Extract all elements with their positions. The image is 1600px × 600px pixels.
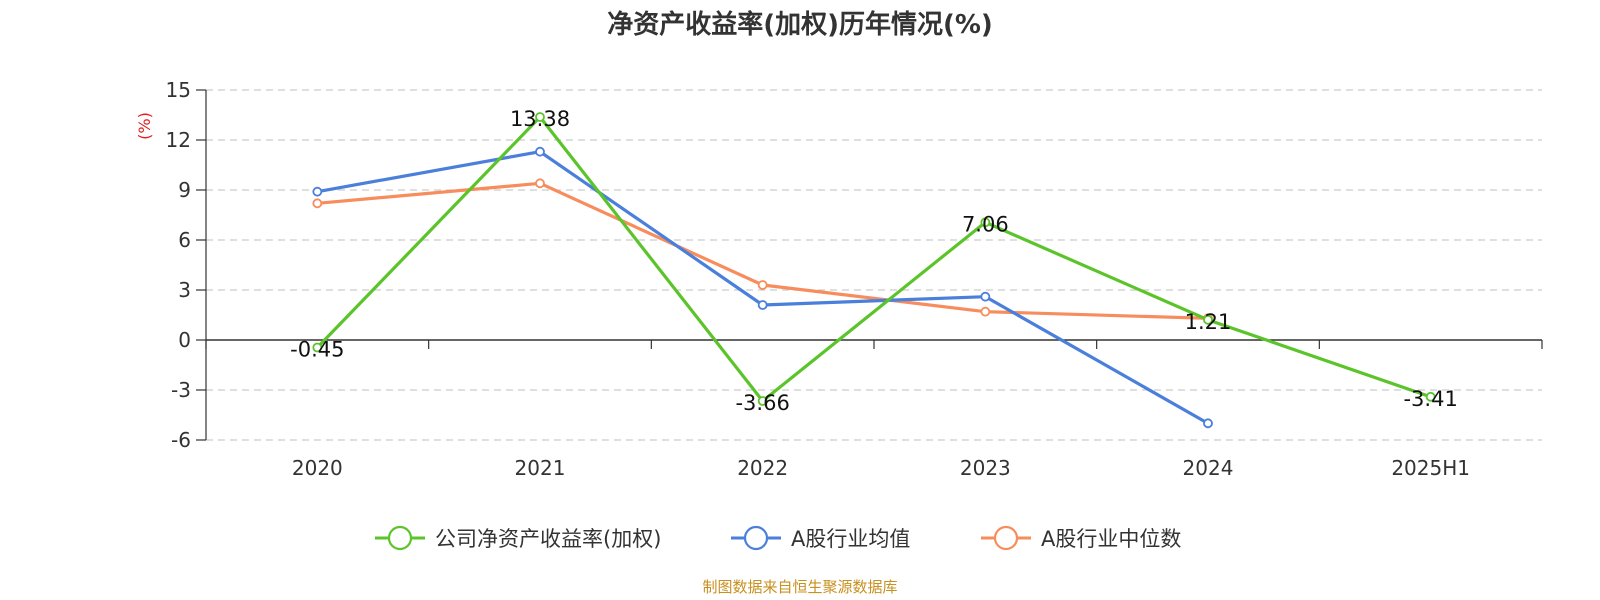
legend-label: 公司净资产收益率(加权) (435, 527, 661, 551)
series-point (312, 186, 323, 197)
data-label: 13.38 (510, 107, 570, 131)
x-tick-label: 2022 (737, 456, 788, 480)
legend-marker (387, 525, 413, 551)
legend-item: A股行业均值 (731, 525, 910, 551)
data-label: -3.66 (735, 391, 789, 415)
series-line (317, 181, 1209, 320)
x-tick-label: 2025H1 (1391, 456, 1470, 480)
series-point (980, 306, 991, 317)
y-tick-label: 12 (166, 128, 191, 152)
legend-label: A股行业均值 (791, 527, 910, 551)
series-point (757, 396, 768, 406)
source-note: 制图数据来自恒生聚源数据库 (702, 578, 897, 596)
series-point (1203, 314, 1213, 325)
y-tick-label: 15 (166, 78, 191, 102)
data-label: 7.06 (962, 212, 1009, 236)
chart-title: 净资产收益率(加权)历年情况(%) (607, 9, 993, 40)
grid-lines (206, 89, 1542, 441)
legend-item: A股行业中位数 (981, 525, 1181, 551)
legend-label: A股行业中位数 (1041, 527, 1181, 551)
series-line (316, 115, 1432, 403)
data-labels: -0.45 13.38 -3.66 7.06 1.21 -3.41 (290, 107, 1458, 415)
data-label: -3.41 (1403, 387, 1457, 411)
y-tick-label: -3 (171, 378, 191, 402)
y-tick-label: 6 (178, 228, 191, 252)
series-point (312, 342, 323, 353)
series-point (535, 178, 545, 189)
y-axis-label: (%) (135, 112, 154, 140)
series-point (757, 300, 768, 310)
series-point (1425, 391, 1436, 402)
data-label: 1.21 (1185, 310, 1232, 334)
legend-marker (743, 525, 769, 551)
x-tick-label: 2024 (1183, 456, 1234, 480)
y-tick-label: 0 (178, 328, 191, 352)
y-tick-label: 9 (178, 178, 191, 202)
series-lines (312, 112, 1436, 429)
y-tick-label: 3 (178, 278, 191, 302)
x-tick-label: 2023 (960, 456, 1011, 480)
series-point (980, 291, 991, 302)
x-tick-label: 2021 (515, 456, 566, 480)
series-point (980, 217, 991, 228)
series-point (312, 198, 323, 209)
series-point (1203, 418, 1213, 429)
data-label: -0.45 (290, 338, 344, 362)
x-tick-label: 2020 (292, 456, 343, 480)
series-point (535, 146, 545, 157)
legend-marker (993, 525, 1019, 551)
legend: 公司净资产收益率(加权) A股行业均值 A股行业中位数 (375, 525, 1181, 551)
legend-item: 公司净资产收益率(加权) (375, 525, 661, 551)
y-tick-label: -6 (171, 428, 191, 452)
series-point (535, 112, 545, 122)
axes: 15 12 9 6 3 0 -3 -6 2020 2021 2022 2023 2024 2025H1 (166, 78, 1543, 480)
series-point (757, 280, 768, 290)
